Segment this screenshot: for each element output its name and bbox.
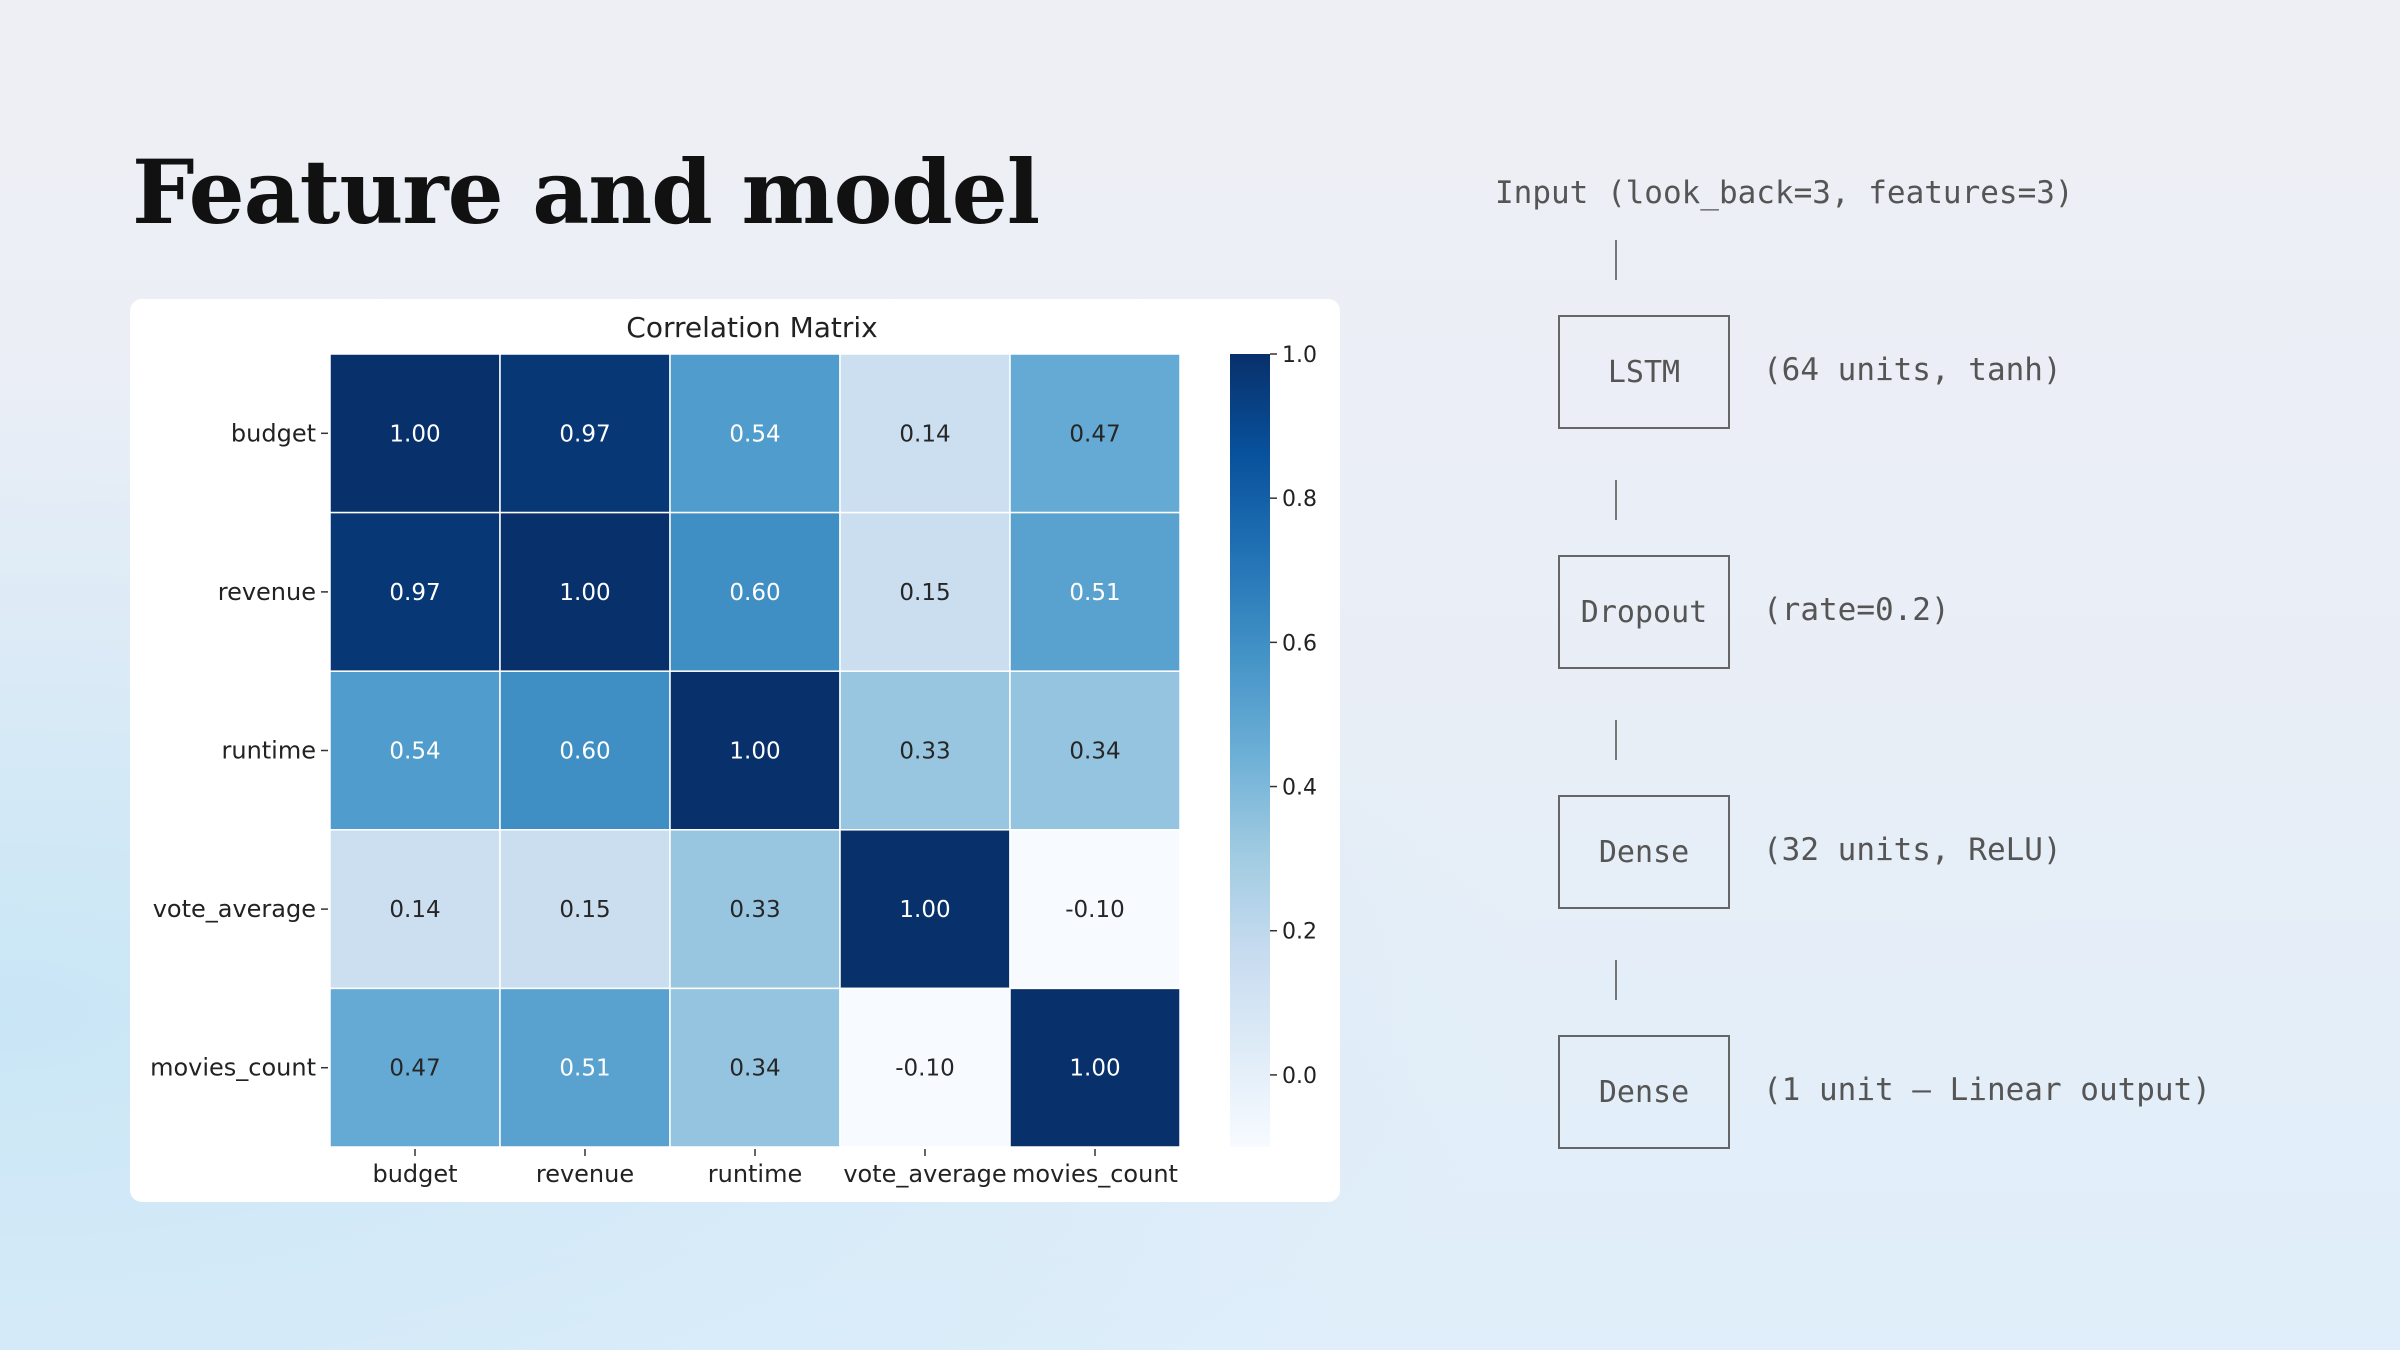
- heatmap-cell: [669, 987, 841, 1148]
- correlation-heatmap: Correlation Matrix 1.00 0.97 0.54 0.14 0.47 0…: [150, 311, 1317, 1188]
- cell-value-label: 0.34: [1069, 739, 1120, 765]
- y-tick-label: revenue: [218, 578, 316, 606]
- heatmap-cell: [1009, 987, 1181, 1148]
- cell-value-label: 1.00: [1069, 1056, 1120, 1082]
- heatmap-cell: [499, 670, 671, 831]
- y-tick-label: movies_count: [150, 1054, 316, 1082]
- layer-name: Dense: [1598, 1074, 1690, 1110]
- heatmap-cell: [1009, 829, 1181, 990]
- cell-value-label: 0.15: [559, 897, 610, 923]
- colorbar-tick-label: 0.6: [1282, 631, 1317, 656]
- layer-note: (1 unit – Linear output): [1763, 1072, 2211, 1108]
- model-architecture-diagram: Input (look_back=3, features=3) LSTM (64…: [1495, 175, 2345, 1175]
- layer-box-dense: Dense: [1558, 795, 1730, 909]
- heatmap-cell: [839, 353, 1011, 514]
- layer-name: LSTM: [1607, 354, 1681, 390]
- layer-note: (32 units, ReLU): [1763, 832, 2062, 868]
- layer-name: Dropout: [1580, 594, 1708, 630]
- correlation-heatmap-card: Correlation Matrix 1.00 0.97 0.54 0.14 0.47 0…: [130, 299, 1340, 1202]
- chart-title: Correlation Matrix: [626, 311, 877, 344]
- x-tick-label: revenue: [536, 1160, 634, 1188]
- cell-value-label: 0.47: [389, 1056, 440, 1082]
- heatmap-cell: [329, 353, 501, 514]
- heatmap-cell: [329, 829, 501, 990]
- cell-value-label: 0.51: [559, 1056, 610, 1082]
- heatmap-cell: [499, 987, 671, 1148]
- heatmap-cell: [1009, 511, 1181, 672]
- heatmap-cell: [839, 829, 1011, 990]
- cell-value-label: 0.60: [559, 739, 610, 765]
- heatmap-cell: [669, 670, 841, 831]
- cell-value-label: 1.00: [559, 580, 610, 606]
- x-tick-label: runtime: [708, 1160, 803, 1188]
- cell-value-label: 0.51: [1069, 580, 1120, 606]
- heatmap-cell: [669, 353, 841, 514]
- y-tick-label: budget: [231, 419, 316, 447]
- connector-line: [1615, 960, 1617, 1000]
- connector-line: [1615, 240, 1617, 280]
- colorbar-tick-label: 0.0: [1282, 1064, 1317, 1089]
- y-tick-label: runtime: [221, 737, 316, 765]
- x-tick-label: vote_average: [843, 1160, 1006, 1188]
- slide-title: Feature and model: [132, 140, 1040, 244]
- cell-value-label: 0.34: [729, 1056, 780, 1082]
- heatmap-cell: [1009, 353, 1181, 514]
- heatmap-cell: [839, 670, 1011, 831]
- cell-value-label: 0.47: [1069, 421, 1120, 447]
- cell-value-label: 1.00: [389, 421, 440, 447]
- cell-value-label: 0.97: [559, 421, 610, 447]
- colorbar-tick-label: 0.2: [1282, 920, 1317, 945]
- layer-note: (rate=0.2): [1763, 592, 1950, 628]
- colorbar-tick-label: 0.4: [1282, 776, 1317, 801]
- colorbar-tick-label: 0.8: [1282, 487, 1317, 512]
- heatmap-cell: [329, 511, 501, 672]
- cell-value-label: 0.54: [389, 739, 440, 765]
- layer-note: (64 units, tanh): [1763, 352, 2062, 388]
- layer-box-lstm: LSTM: [1558, 315, 1730, 429]
- heatmap-cell: [499, 353, 671, 514]
- cell-value-label: 1.00: [899, 897, 950, 923]
- cell-value-label: 0.33: [899, 739, 950, 765]
- heatmap-cell: [669, 829, 841, 990]
- cell-value-label: 0.60: [729, 580, 780, 606]
- cell-value-label: -0.10: [895, 1056, 955, 1082]
- layer-box-dropout: Dropout: [1558, 555, 1730, 669]
- cell-value-label: -0.10: [1065, 897, 1125, 923]
- cell-value-label: 1.00: [729, 739, 780, 765]
- input-label: Input (look_back=3, features=3): [1495, 175, 2074, 211]
- cell-value-label: 0.14: [389, 897, 440, 923]
- cell-value-label: 0.54: [729, 421, 780, 447]
- cell-value-label: 0.33: [729, 897, 780, 923]
- cell-value-label: 0.97: [389, 580, 440, 606]
- heatmap-cell: [499, 829, 671, 990]
- cell-value-label: 0.15: [899, 580, 950, 606]
- connector-line: [1615, 480, 1617, 520]
- layer-box-dense-output: Dense: [1558, 1035, 1730, 1149]
- x-tick-label: budget: [372, 1160, 457, 1188]
- colorbar: [1230, 354, 1270, 1147]
- cell-value-label: 0.14: [899, 421, 950, 447]
- connector-line: [1615, 720, 1617, 760]
- heatmap-cell: [1009, 670, 1181, 831]
- heatmap-cell: [669, 511, 841, 672]
- colorbar-tick-label: 1.0: [1282, 343, 1317, 368]
- y-tick-label: vote_average: [153, 895, 316, 923]
- heatmap-cell: [329, 987, 501, 1148]
- layer-name: Dense: [1598, 834, 1690, 870]
- x-tick-label: movies_count: [1012, 1160, 1178, 1188]
